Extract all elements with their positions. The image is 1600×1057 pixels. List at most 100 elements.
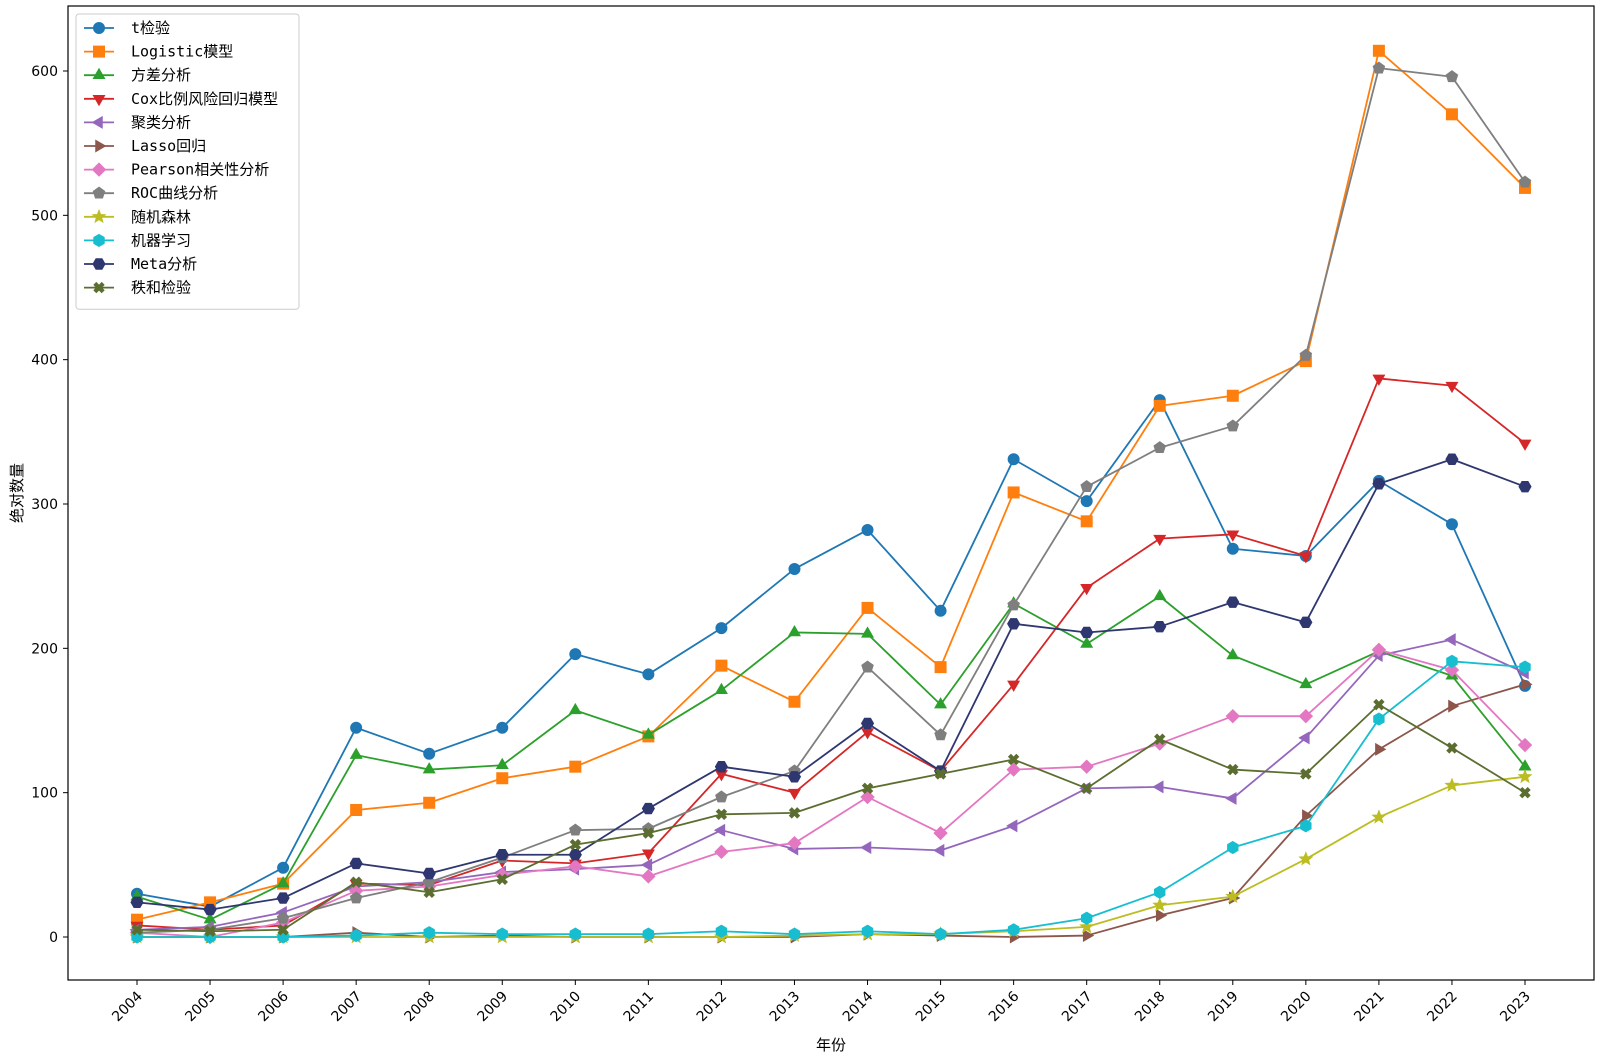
data-point — [860, 789, 875, 805]
data-point — [641, 802, 655, 815]
data-point — [1007, 453, 1020, 466]
data-point — [277, 861, 290, 874]
data-point — [1519, 786, 1531, 799]
data-point — [1298, 708, 1314, 724]
data-point — [641, 849, 655, 861]
data-point — [1226, 419, 1240, 432]
data-point — [1007, 486, 1020, 499]
legend-marker — [92, 186, 106, 199]
data-point — [496, 927, 508, 941]
data-point — [349, 891, 363, 904]
data-point — [204, 925, 216, 937]
data-point — [714, 760, 728, 773]
data-point — [1080, 480, 1093, 493]
legend-item: ROC曲线分析 — [84, 184, 218, 202]
data-point — [1226, 389, 1239, 402]
data-point — [350, 721, 363, 734]
data-point — [277, 924, 289, 936]
series-line — [136, 648, 1526, 938]
legend-item: Lasso回归 — [84, 137, 206, 155]
data-point — [423, 796, 436, 809]
data-point — [1225, 708, 1240, 724]
data-point — [1080, 782, 1093, 795]
data-point — [350, 803, 363, 816]
data-point — [1153, 588, 1167, 601]
data-point — [1372, 61, 1386, 74]
x-tick-label: 2010 — [548, 989, 585, 1026]
data-point — [1007, 753, 1020, 766]
data-point — [714, 682, 728, 694]
y-tick-label: 400 — [31, 353, 58, 369]
data-point — [1080, 583, 1094, 596]
data-point — [934, 768, 947, 780]
data-point — [861, 782, 874, 795]
data-point — [934, 927, 947, 941]
data-point — [861, 523, 874, 536]
legend-item: Meta分析 — [84, 255, 197, 273]
data-point — [1446, 742, 1458, 754]
data-point — [1227, 840, 1239, 855]
legend-marker — [93, 233, 105, 247]
data-point — [350, 928, 362, 943]
data-point — [569, 648, 582, 661]
data-point — [1518, 175, 1532, 188]
data-point — [1372, 44, 1385, 57]
data-point — [1444, 633, 1456, 647]
data-point — [349, 747, 363, 759]
x-tick-label: 2021 — [1351, 989, 1388, 1026]
data-point — [1446, 654, 1458, 668]
legend-marker — [93, 45, 105, 58]
data-point — [715, 622, 728, 635]
data-point — [1226, 530, 1240, 542]
data-point — [1445, 108, 1458, 121]
data-point — [1448, 699, 1460, 713]
data-point — [422, 867, 436, 880]
data-point — [1372, 478, 1386, 490]
x-tick-label: 2006 — [255, 988, 292, 1025]
legend-item: 机器学习 — [84, 231, 191, 249]
data-point — [1007, 598, 1020, 611]
data-point — [1445, 518, 1458, 531]
data-point — [423, 886, 435, 898]
data-point — [934, 661, 947, 674]
data-point — [568, 859, 583, 874]
data-point — [1154, 885, 1166, 899]
series-0 — [131, 394, 1531, 913]
data-point — [1226, 648, 1240, 660]
data-point — [1300, 819, 1312, 833]
legend-label: 聚类分析 — [131, 113, 191, 131]
data-point — [1227, 763, 1239, 776]
series-line — [136, 703, 1526, 933]
data-point — [1079, 759, 1094, 774]
data-point — [495, 849, 509, 861]
data-point — [713, 823, 726, 837]
legend-box — [75, 13, 300, 310]
data-point — [788, 562, 801, 575]
data-point — [568, 702, 582, 715]
data-point — [934, 728, 947, 741]
data-point — [276, 876, 290, 888]
data-point — [569, 760, 582, 773]
series-11 — [131, 698, 1531, 937]
data-point — [1518, 480, 1532, 493]
data-point — [1153, 399, 1166, 412]
legend-marker — [92, 67, 106, 79]
data-point — [1373, 712, 1385, 726]
data-point — [1299, 676, 1313, 689]
data-point — [1299, 348, 1313, 361]
data-point — [1445, 381, 1459, 394]
data-point — [1375, 742, 1387, 756]
data-point — [1372, 374, 1386, 386]
data-point — [495, 757, 509, 769]
legend-item: 方差分析 — [84, 66, 191, 84]
data-point — [1371, 809, 1387, 824]
data-point — [276, 892, 290, 904]
data-point — [569, 927, 582, 941]
data-point — [715, 808, 728, 821]
x-tick-label: 2009 — [475, 989, 512, 1026]
data-point — [1155, 908, 1168, 922]
data-point — [423, 747, 436, 760]
x-tick-label: 2008 — [402, 989, 439, 1026]
legend-item: 聚类分析 — [84, 113, 191, 131]
